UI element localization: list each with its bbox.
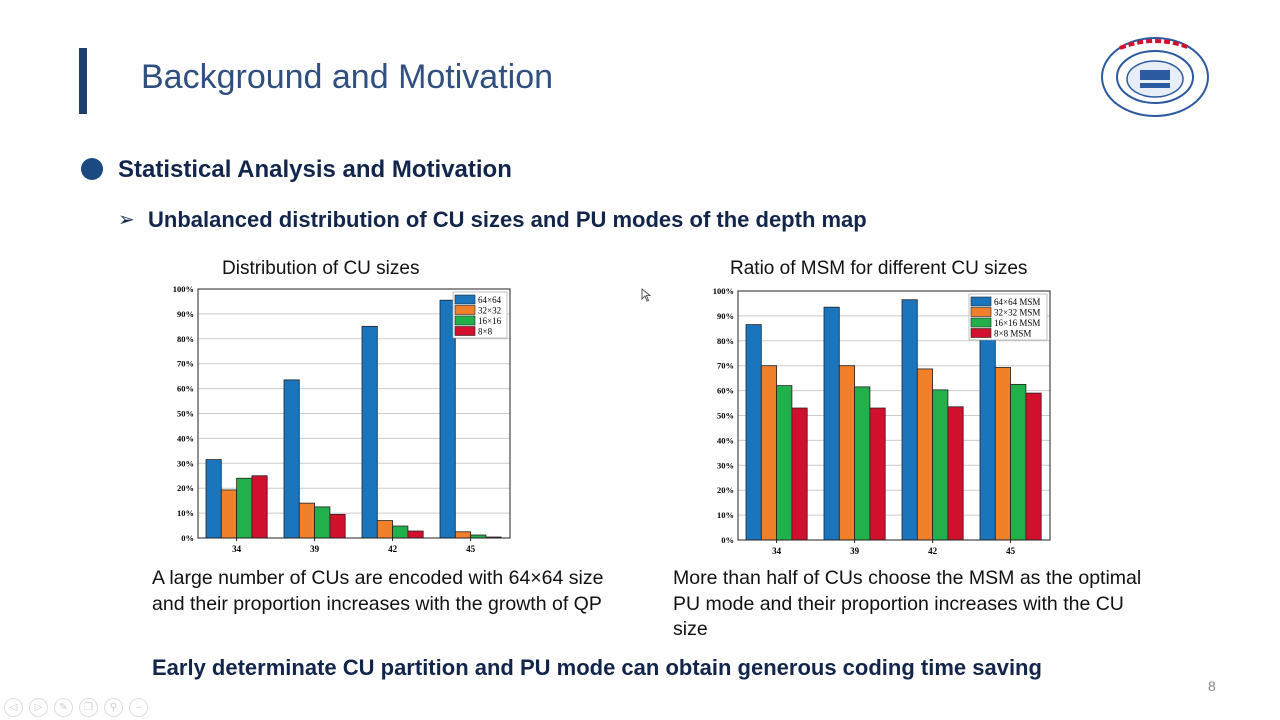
legend-label: 8×8 MSM (994, 329, 1031, 339)
legend-label: 16×16 (478, 316, 502, 326)
y-tick-label: 20% (177, 483, 194, 493)
y-tick-label: 30% (177, 458, 194, 468)
bar-64×64 MSM-39 (823, 306, 840, 541)
y-tick-label: 80% (177, 334, 194, 344)
x-tick-label: 39 (310, 544, 320, 554)
y-tick-label: 90% (717, 311, 734, 321)
bar-32×32-42 (376, 520, 394, 539)
caption-right: More than half of CUs choose the MSM as … (673, 567, 1142, 640)
bar-64×64 MSM-42 (901, 299, 918, 541)
legend-swatch (454, 294, 476, 305)
y-tick-label: 100% (713, 286, 734, 296)
chart-title-right: Ratio of MSM for different CU sizes (730, 258, 1028, 279)
x-tick-label: 45 (1006, 546, 1016, 556)
x-tick-label: 34 (772, 546, 782, 556)
title-accent-bar (79, 48, 87, 114)
university-seal-logo (1100, 36, 1210, 123)
y-tick-label: 10% (177, 508, 194, 518)
y-tick-label: 70% (717, 361, 734, 371)
x-tick-label: 34 (232, 544, 242, 554)
bar-32×32 MSM-42 (916, 368, 934, 541)
y-tick-label: 0% (721, 535, 734, 545)
bar-8×8-39 (329, 513, 346, 539)
y-tick-label: 50% (177, 409, 194, 419)
legend-swatch (454, 305, 476, 315)
bar-16×16 MSM-39 (854, 386, 871, 541)
bar-16×16 MSM-42 (932, 389, 949, 541)
bar-64×64 MSM-34 (745, 324, 762, 541)
y-tick-label: 0% (181, 533, 194, 543)
x-tick-label: 42 (928, 546, 938, 556)
chart-title-left: Distribution of CU sizes (222, 258, 420, 279)
section-heading: Statistical Analysis and Motivation (118, 156, 512, 183)
x-tick-label: 39 (850, 546, 860, 556)
legend-swatch (454, 326, 476, 336)
legend-swatch (970, 296, 992, 307)
conclusion-text: Early determinate CU partition and PU mo… (152, 655, 1042, 680)
legend-label: 8×8 (478, 327, 493, 337)
y-tick-label: 30% (717, 460, 734, 470)
bar-64×64-42 (361, 325, 378, 539)
legend-label: 16×16 MSM (994, 318, 1040, 328)
slideshow-controls: ◁ ▷ ✎ ❐ ⚲ – (4, 698, 148, 717)
x-tick-label: 45 (466, 544, 476, 554)
next-icon[interactable]: ▷ (29, 698, 48, 717)
legend-label: 32×32 MSM (994, 308, 1040, 318)
mouse-cursor-icon (641, 288, 651, 302)
y-tick-label: 60% (717, 386, 734, 396)
legend-swatch (970, 328, 992, 338)
prev-icon[interactable]: ◁ (4, 698, 23, 717)
bullet-icon (81, 158, 103, 180)
zoom-icon[interactable]: ⚲ (104, 698, 123, 717)
bar-64×64-39 (283, 379, 300, 539)
arrow-bullet-icon: ➢ (118, 209, 135, 231)
bar-16×16-42 (392, 525, 409, 539)
bar-8×8-42 (407, 530, 424, 539)
y-tick-label: 70% (177, 359, 194, 369)
pen-icon[interactable]: ✎ (54, 698, 73, 717)
plot-frame (737, 290, 1051, 541)
y-tick-label: 20% (717, 485, 734, 495)
more-icon[interactable]: – (129, 698, 148, 717)
slide-title: Background and Motivation (141, 58, 554, 96)
bar-8×8 MSM-45 (1025, 392, 1042, 541)
bar-32×32-34 (220, 489, 237, 539)
bar-8×8 MSM-34 (791, 407, 808, 541)
bar-16×16 MSM-45 (1010, 383, 1027, 541)
bar-32×32 MSM-45 (994, 367, 1011, 541)
y-tick-label: 40% (717, 435, 734, 445)
y-tick-label: 10% (717, 510, 734, 520)
bar-64×64-34 (205, 459, 222, 539)
y-tick-label: 40% (177, 433, 194, 443)
bar-16×16-34 (236, 477, 253, 539)
legend-swatch (970, 317, 992, 328)
legend-label: 32×32 (478, 306, 501, 316)
subheading: Unbalanced distribution of CU sizes and … (148, 207, 867, 232)
bar-32×32-39 (298, 502, 316, 539)
legend-swatch (454, 315, 476, 326)
bar-32×32 MSM-39 (838, 365, 856, 541)
bar-32×32 MSM-34 (760, 365, 777, 541)
page-number: 8 (1208, 678, 1216, 694)
bar-16×16 MSM-34 (776, 385, 793, 541)
caption-left: A large number of CUs are encoded with 6… (152, 567, 604, 615)
y-tick-label: 60% (177, 384, 194, 394)
cu-size-distribution-chart: 0% 10% 20% 30% 40% 50% 60% 70% 80% 90% 100% 34 39 42 4… (173, 284, 511, 554)
y-tick-label: 100% (173, 284, 194, 294)
bar-8×8-34 (251, 475, 268, 539)
plot-frame (197, 288, 511, 539)
bar-8×8 MSM-39 (869, 407, 886, 541)
x-tick-label: 42 (388, 544, 398, 554)
legend-swatch (970, 307, 992, 317)
msm-ratio-chart: 0% 10% 20% 30% 40% 50% 60% 70% 80% 90% 100% 34 39 42 4… (713, 286, 1051, 556)
bar-16×16-39 (314, 506, 331, 539)
y-tick-label: 80% (717, 336, 734, 346)
bar-8×8 MSM-42 (947, 406, 964, 541)
copy-icon[interactable]: ❐ (79, 698, 98, 717)
legend-label: 64×64 (478, 295, 502, 305)
y-tick-label: 50% (717, 411, 734, 421)
bar-32×32-45 (454, 531, 471, 539)
y-tick-label: 90% (177, 309, 194, 319)
legend-label: 64×64 MSM (994, 297, 1040, 307)
